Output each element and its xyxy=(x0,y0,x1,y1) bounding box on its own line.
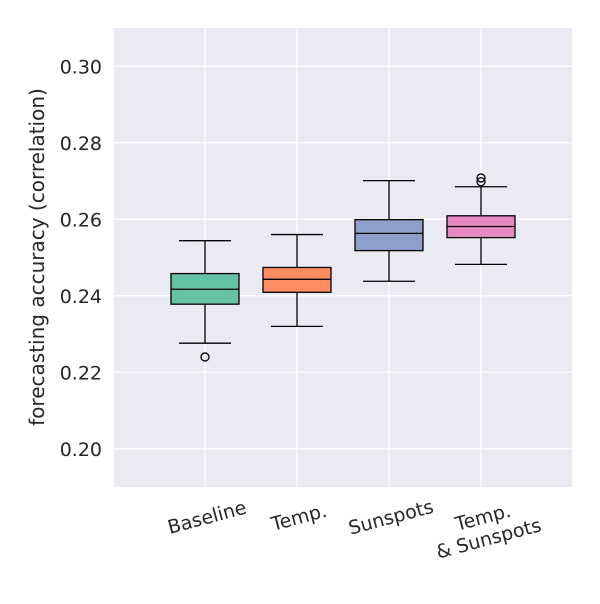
x-tick-label: Baseline xyxy=(165,497,249,539)
outlier-point xyxy=(476,173,486,183)
x-tick-label: Sunspots xyxy=(346,496,436,540)
y-tick-label: 0.22 xyxy=(60,362,102,384)
box-3 xyxy=(446,173,516,266)
outlier-point xyxy=(200,352,210,362)
x-tick-label-line: Sunspots xyxy=(346,496,436,540)
x-tick-label: Temp.& Sunspots xyxy=(428,493,544,563)
y-tick-label: 0.30 xyxy=(60,56,102,78)
y-tick-labels: 0.20 0.22 0.24 0.26 0.28 0.30 xyxy=(60,56,102,461)
y-tick-label: 0.20 xyxy=(60,439,102,461)
outlier-point xyxy=(476,177,486,187)
y-tick-label: 0.28 xyxy=(60,133,102,155)
iqr-box xyxy=(354,218,424,252)
y-tick-label: 0.26 xyxy=(60,209,102,231)
y-axis-label: forecasting accuracy (correlation) xyxy=(25,88,49,426)
plot-background xyxy=(114,28,572,487)
boxes xyxy=(170,173,516,362)
x-tick-label: Temp. xyxy=(268,500,329,536)
box-1 xyxy=(262,233,332,328)
y-tick-label: 0.24 xyxy=(60,286,102,308)
x-tick-label-line: Temp. xyxy=(268,500,329,536)
box-0 xyxy=(170,240,240,362)
x-tick-labels: Baseline Temp. Sunspots Temp.& Sunspots xyxy=(165,493,544,564)
x-tick-label-line: Baseline xyxy=(165,497,249,539)
box-2 xyxy=(354,179,424,282)
